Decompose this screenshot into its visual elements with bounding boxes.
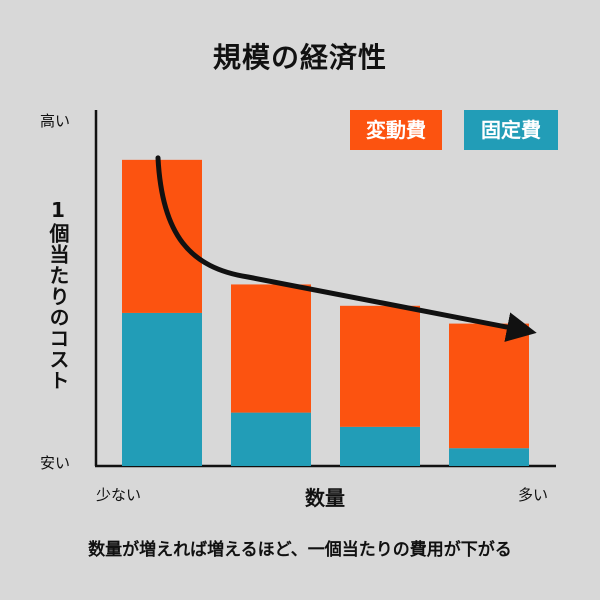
variable-cost-bar-3 bbox=[340, 305, 420, 427]
legend-fixed-cost: 固定費 bbox=[464, 110, 558, 150]
x-axis-low-label: 少ない bbox=[96, 486, 142, 504]
x-axis-high-label: 多い bbox=[518, 486, 549, 504]
y-axis-low-label: 安い bbox=[40, 454, 71, 472]
fixed-cost-bar-4 bbox=[449, 448, 529, 466]
fixed-cost-bar-2 bbox=[231, 412, 311, 466]
chart-caption: 数量が増えれば増えるほど、一個当たりの費用が下がる bbox=[88, 540, 512, 560]
chart-title: 規模の経済性 bbox=[212, 41, 387, 74]
variable-cost-bar-4 bbox=[449, 323, 529, 449]
trend-arrow bbox=[155, 155, 537, 342]
x-axis-title: 数量 bbox=[305, 486, 345, 510]
fixed-cost-bar-3 bbox=[340, 426, 420, 466]
fixed-cost-bar-1 bbox=[122, 312, 202, 466]
variable-cost-bar-2 bbox=[231, 284, 311, 413]
legend-variable-cost: 変動費 bbox=[350, 110, 442, 150]
y-axis-title: 1個当たりのコスト bbox=[46, 198, 70, 391]
y-axis-high-label: 高い bbox=[40, 112, 71, 130]
